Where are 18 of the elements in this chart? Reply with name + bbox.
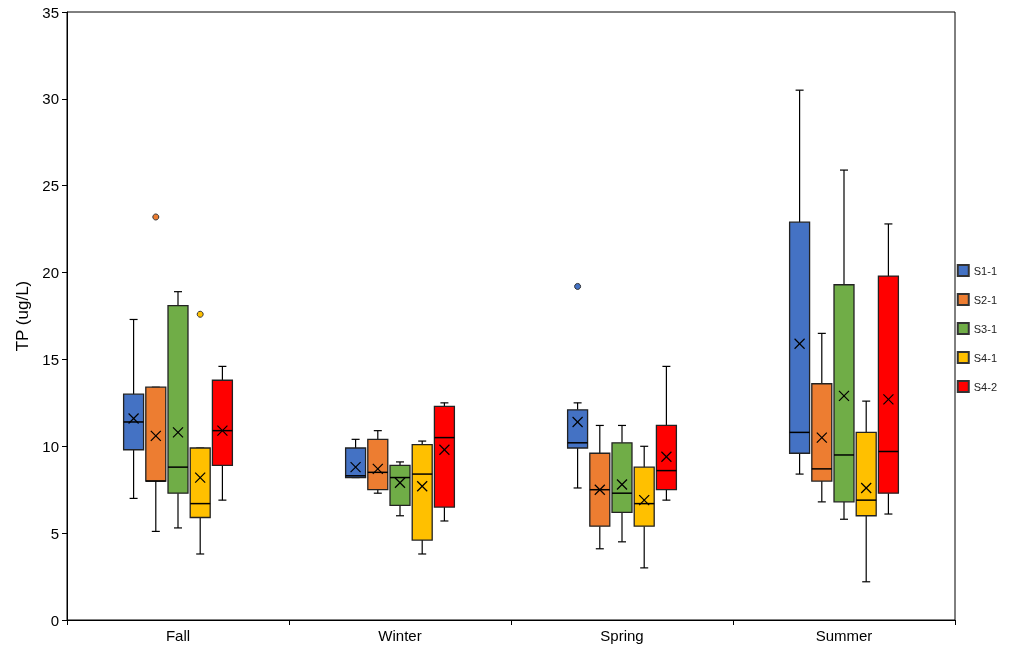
x-tick-label: Fall — [165, 627, 191, 644]
y-tick-label: 30 — [42, 90, 59, 108]
legend-label: S4-2 — [973, 380, 998, 393]
y-axis-title: TP (ug/L) — [13, 280, 32, 352]
y-tick-label: 5 — [50, 524, 59, 542]
y-tick-label: 35 — [42, 3, 59, 21]
x-tick-label: Spring — [600, 627, 644, 644]
x-tick-label: Summer — [815, 627, 873, 644]
legend-label: S3-1 — [973, 322, 998, 335]
x-tick-label: Winter — [378, 627, 422, 644]
y-tick-label: 0 — [50, 611, 59, 629]
y-tick-label: 10 — [42, 437, 59, 455]
legend-label: S2-1 — [973, 293, 998, 306]
y-tick-label: 25 — [42, 177, 59, 195]
legend-label: S1-1 — [973, 264, 998, 277]
legend-label: S4-1 — [973, 351, 998, 364]
y-tick-label: 15 — [42, 350, 59, 368]
y-tick-label: 20 — [42, 264, 59, 282]
